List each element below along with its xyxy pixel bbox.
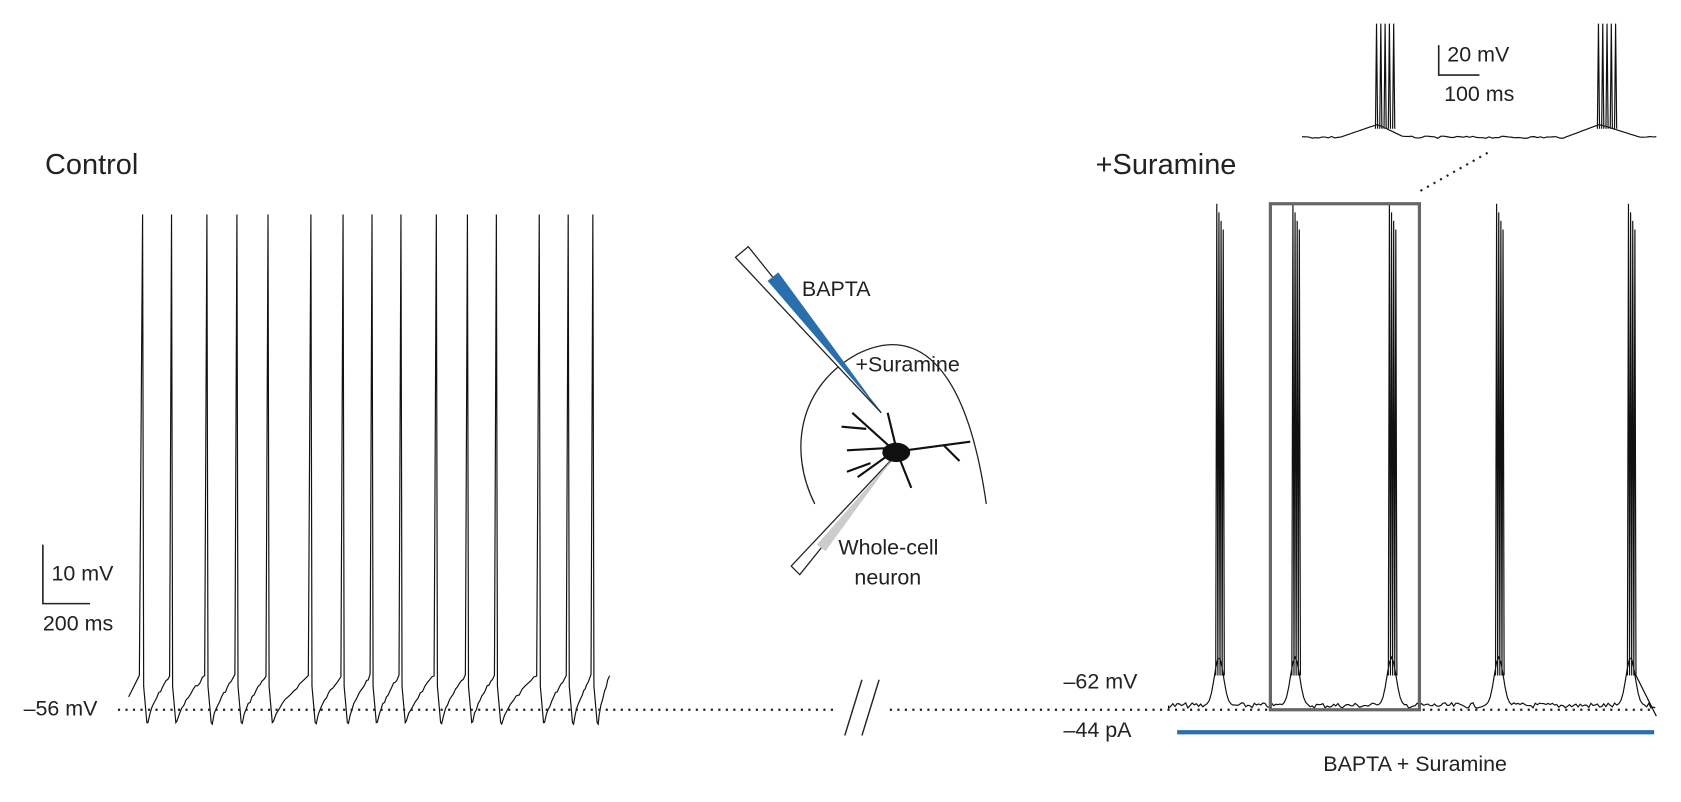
scale-label: 20 mV — [1447, 42, 1510, 66]
panel-title: Control — [45, 149, 138, 181]
voltage-trace — [1167, 203, 1657, 717]
label: +Suramine — [856, 352, 960, 376]
label: Whole-cell — [838, 536, 938, 560]
scale-bar — [1437, 45, 1480, 76]
scale-label: 200 ms — [43, 612, 113, 636]
panel-title: +Suramine — [1096, 149, 1237, 181]
baseline-label: –56 mV — [24, 696, 99, 720]
axis-break — [844, 679, 880, 736]
label: BAPTA — [802, 277, 871, 301]
traces — [128, 23, 1657, 726]
scale-label: 100 ms — [1444, 82, 1514, 106]
scale-label: 10 mV — [51, 561, 114, 585]
scale-bar — [42, 544, 91, 605]
schematic: BAPTA +Suramine Whole-cell neuron — [734, 245, 987, 590]
current-label: –44 pA — [1063, 718, 1132, 742]
zoom-box — [1268, 202, 1422, 712]
voltage-trace — [1301, 23, 1657, 140]
baseline-label: –62 mV — [1063, 670, 1138, 694]
zoom-connector — [1419, 149, 1493, 192]
treatment-label: BAPTA + Suramine — [1323, 752, 1507, 776]
label: neuron — [854, 566, 921, 590]
voltage-trace — [128, 214, 611, 726]
